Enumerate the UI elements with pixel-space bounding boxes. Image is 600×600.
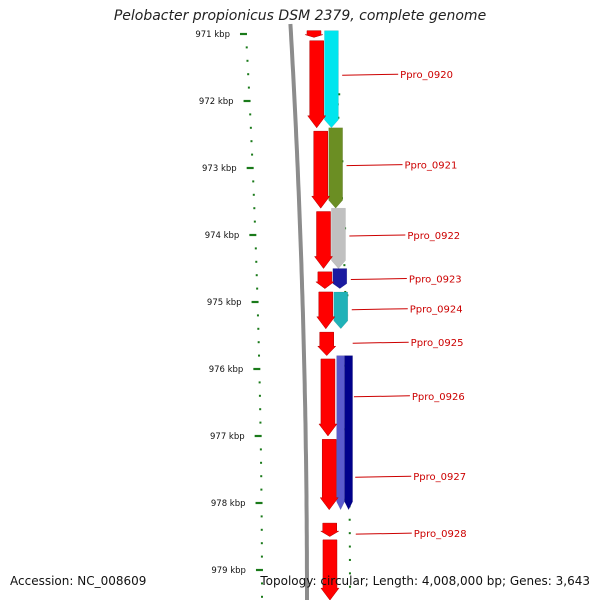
ruler-minor-tick [259,448,262,451]
ruler-minor-tick [256,287,259,290]
gene-feature-Ppro_0926 [336,355,345,511]
ruler-minor-tick [255,274,258,277]
ruler-minor-tick [245,46,248,49]
gene-label: Ppro_0927 [413,472,466,483]
gene-feature-Ppro_0924 [333,291,349,330]
ruler-tick-label: 976 kbp [209,365,244,375]
gene-label: Ppro_0926 [412,392,465,403]
gene-label: Ppro_0923 [409,275,462,286]
ruler-minor-tick [250,140,253,143]
outer-ruler-minor-tick [348,545,351,548]
cds-arrow [307,40,327,129]
gene-label: Ppro_0922 [407,231,460,242]
gene-label-leader [342,73,399,76]
ruler-minor-tick [260,461,263,464]
map-title: Pelobacter propionicus DSM 2379, complet… [113,8,487,24]
cds-arrow [316,291,336,330]
gene-label-leader [346,164,403,167]
topology-label: Topology: circular; Length: 4,008,000 bp… [260,574,590,588]
ruler-minor-tick [257,341,260,344]
ruler-minor-tick [260,475,263,478]
ruler-minor-tick [252,180,255,183]
gene-label: Ppro_0924 [410,305,463,316]
ruler-minor-tick [255,260,258,263]
gene-label: Ppro_0928 [414,529,467,540]
ruler-minor-tick [260,595,263,598]
ruler-minor-tick [253,207,256,210]
cds-arrow [319,439,339,511]
cds-arrow [317,331,337,356]
gene-label-leader [355,475,412,478]
gene-label-leader [355,532,412,535]
ruler-minor-tick [260,528,263,531]
gene-feature-Ppro_0922 [331,207,346,269]
ruler-tick-label: 971 kbp [195,30,230,40]
ruler-minor-tick [259,408,262,411]
ruler-tick-label: 979 kbp [211,566,246,576]
cds-arrow [311,130,331,209]
gene-feature-Ppro_0927 [344,355,353,511]
gene-feature-Ppro_0925 [334,328,349,356]
outer-ruler-minor-tick [348,532,351,535]
gene-label: Ppro_0920 [400,70,453,81]
gene-label-leader [350,278,407,281]
gene-feature-Ppro_0923 [332,268,348,289]
cds-arrow [319,522,340,537]
outer-ruler-minor-tick [348,558,351,561]
ruler-minor-tick [258,354,261,357]
ruler-tick-label: 975 kbp [207,298,242,308]
ruler-minor-tick [247,73,250,76]
cds-arrow [320,539,340,600]
outer-ruler-minor-tick [348,518,351,521]
ruler-minor-tick [247,86,250,89]
ruler-minor-tick [258,394,261,397]
outer-ruler-minor-tick [348,572,351,575]
gene-label: Ppro_0925 [411,338,464,349]
gene-feature-Ppro_0921 [328,127,343,209]
ruler-minor-tick [249,113,252,116]
cds-arrow [314,211,334,269]
ruler-tick-label: 973 kbp [202,164,237,174]
ruler-tick-label: 974 kbp [205,231,240,241]
gene-label-leader [352,341,409,344]
ruler-minor-tick [252,193,255,196]
ruler-minor-tick [246,59,249,62]
ruler-minor-tick [258,381,261,384]
cds-arrow [304,30,324,38]
genome-backbone [288,23,309,600]
ruler-minor-tick [249,126,252,129]
ruler-minor-tick [256,314,259,317]
ruler-tick-label: 972 kbp [199,97,234,107]
ruler-minor-tick [260,515,263,518]
outer-ruler-minor-tick [343,264,346,267]
ruler-minor-tick [251,153,254,156]
ruler-minor-tick [260,542,263,545]
ruler-tick-label: 977 kbp [210,432,245,442]
gene-label-leader [349,234,406,237]
gene-feature-Ppro_0920 [324,30,339,129]
gene-label: Ppro_0921 [405,161,458,172]
ruler-minor-tick [260,555,263,558]
ruler-minor-tick [260,488,263,491]
accession-label: Accession: NC_008609 [10,574,147,588]
ruler-minor-tick [254,247,257,250]
ruler-minor-tick [260,582,263,585]
ruler-minor-tick [259,421,262,424]
cds-arrow [315,271,335,289]
outer-ruler-minor-tick [348,585,351,588]
gene-label-leader [351,308,408,311]
ruler-minor-tick [253,220,256,223]
cds-arrow [318,358,338,437]
ruler-minor-tick [257,327,260,330]
ruler-tick-label: 978 kbp [211,499,246,509]
gene-label-leader [353,395,410,398]
